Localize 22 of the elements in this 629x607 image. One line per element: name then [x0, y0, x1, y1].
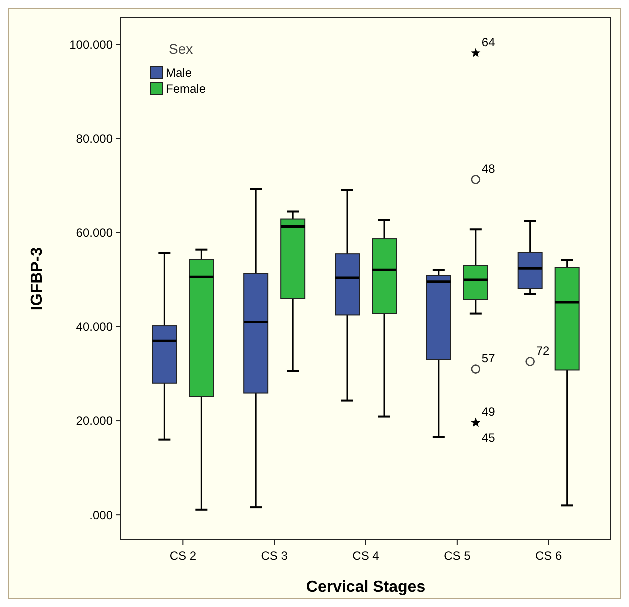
y-axis-title: IGFBP-3 [29, 247, 46, 311]
annotation: 48 [482, 162, 496, 176]
legend-label: Male [166, 66, 192, 80]
y-tick-label: 40.000 [76, 320, 114, 334]
x-tick-label: CS 2 [170, 549, 197, 563]
annotation: 72 [536, 344, 550, 358]
annotation: 64 [482, 35, 496, 50]
y-tick-label: 20.000 [76, 414, 114, 428]
x-tick-label: CS 5 [444, 549, 472, 563]
x-tick-label: CS 4 [352, 549, 380, 563]
x-tick-label: CS 6 [535, 549, 562, 563]
y-tick-label: 60.000 [76, 226, 114, 240]
y-tick-label: 100.000 [70, 38, 114, 52]
y-tick-label: 80.000 [76, 132, 114, 146]
annotation: 49 [482, 404, 496, 419]
annotation: 57 [482, 351, 496, 366]
x-tick-label: CS 3 [261, 549, 288, 563]
legend-label: Female [166, 82, 206, 96]
annotation: 45 [482, 430, 496, 445]
legend-title: Sex [169, 41, 194, 57]
y-tick-label: .000 [90, 508, 114, 522]
x-axis-title: Cervical Stages [306, 579, 426, 596]
